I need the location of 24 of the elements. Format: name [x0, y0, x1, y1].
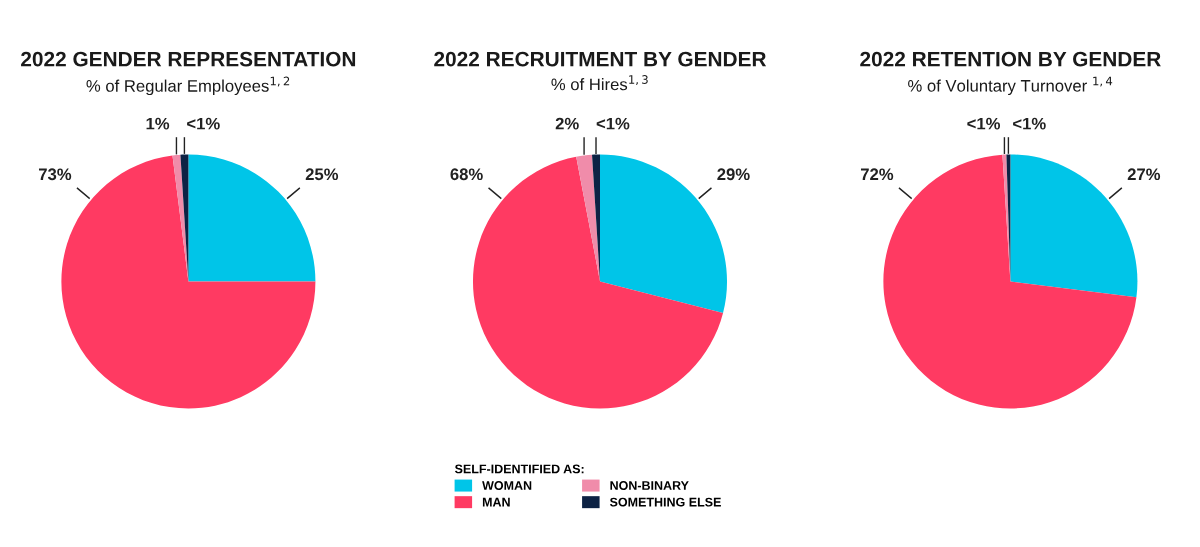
- legend-label: SOMETHING ELSE: [609, 497, 721, 507]
- legend-label: WOMAN: [482, 481, 532, 490]
- chart-subtitle: % of Hires$^{1,3}$: [551, 75, 648, 91]
- data-label: <1%: [1013, 117, 1046, 130]
- chart-subtitle: % of Regular Employees$^{1,2}$: [86, 76, 290, 96]
- legend-label: NON-BINARY: [610, 481, 689, 490]
- legend-title: SELF-IDENTIFIED AS:: [454, 464, 584, 474]
- chart-title: 2022 RETENTION BY GENDER: [860, 51, 1161, 67]
- data-label: <1%: [967, 117, 1001, 130]
- data-label: 25%: [305, 168, 339, 181]
- chart-title: 2022 RECRUITMENT BY GENDER: [434, 51, 767, 67]
- data-label: 72%: [860, 168, 894, 181]
- chart-title: 2022 GENDER REPRESENTATION: [21, 51, 356, 67]
- data-label: 1%: [146, 117, 170, 130]
- chart-subtitle: % of Voluntary Turnover $^{1,4}$: [908, 76, 1113, 96]
- data-label: 29%: [717, 168, 750, 181]
- data-label: 27%: [1127, 168, 1161, 181]
- legend-label: MAN: [482, 497, 510, 507]
- data-label: 73%: [38, 168, 72, 181]
- data-label: <1%: [596, 117, 630, 130]
- data-label: <1%: [187, 117, 220, 130]
- pie-slice: [576, 154, 600, 282]
- data-label: 68%: [450, 168, 483, 181]
- data-label: 2%: [555, 117, 579, 130]
